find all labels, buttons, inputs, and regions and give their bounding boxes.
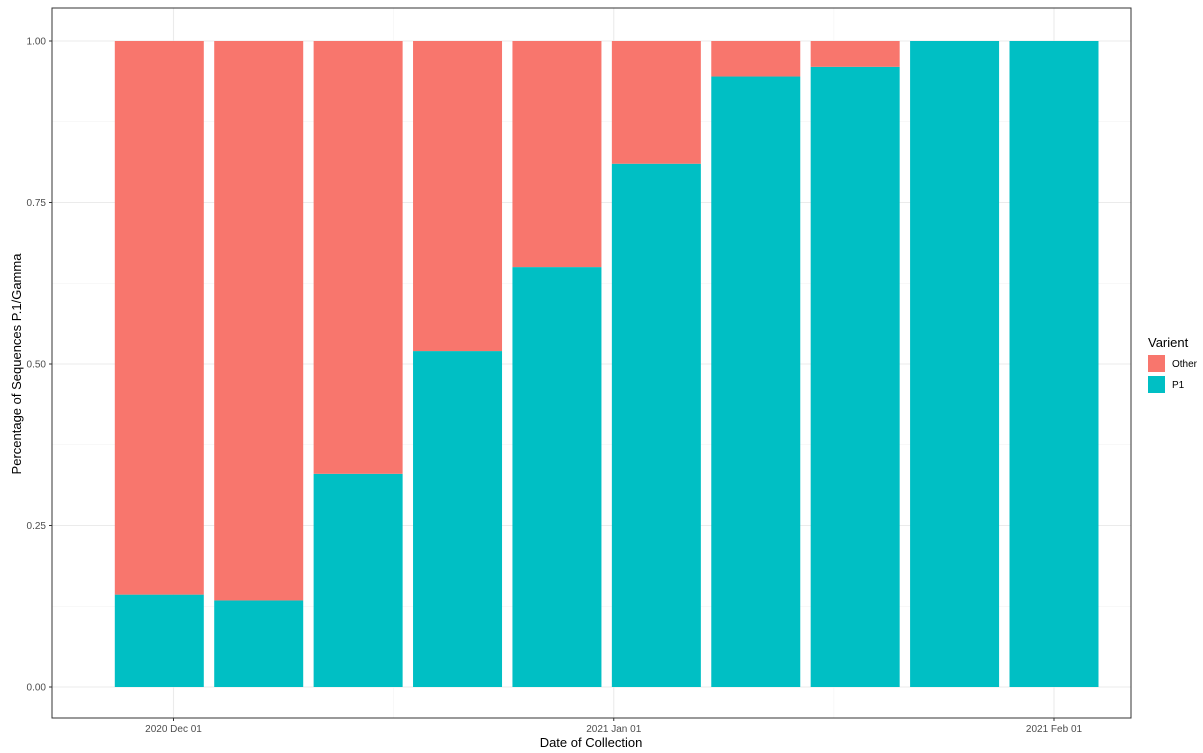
y-tick-label: 0.75 [27,198,47,209]
legend-key-p1 [1148,376,1165,393]
y-tick-label: 0.50 [27,360,47,371]
x-tick-label: 2021 Feb 01 [1026,724,1083,735]
bar-p1 [1009,41,1099,687]
bar-p1 [512,267,602,687]
bar-p1 [711,76,801,687]
y-tick-label: 1.00 [27,37,47,48]
plot-panel-border [51,7,1132,719]
bar-other [512,41,602,268]
x-axis: 2020 Dec 01 2021 Jan 01 2021 Feb 01 [145,718,1083,735]
bar-p1 [810,66,900,688]
legend-label-other: Other [1172,359,1198,370]
x-tick-label: 2021 Jan 01 [586,724,641,735]
bar-other [711,41,801,77]
y-tick-label: 0.25 [27,521,47,532]
bar-other [611,41,701,164]
bar-p1 [413,351,503,687]
legend-key-other [1148,355,1165,372]
bar-p1 [910,41,1000,687]
bar-other [313,41,403,474]
bars [114,41,1099,688]
legend-label-p1: P1 [1172,380,1185,391]
x-axis-title: Date of Collection [540,735,643,750]
legend-title: Varient [1148,335,1189,350]
x-tick-label: 2020 Dec 01 [145,724,202,735]
bar-p1 [313,473,403,687]
y-axis: 0.00 0.25 0.50 0.75 1.00 [27,37,52,694]
bar-p1 [114,594,204,687]
bar-other [413,41,503,352]
bar-other [114,41,204,595]
y-tick-label: 0.00 [27,683,47,694]
bar-other [810,41,900,67]
y-axis-title: Percentage of Sequences P.1/Gamma [9,253,24,475]
bar-other [214,41,304,601]
bar-p1 [611,163,701,688]
legend: Varient Other P1 [1148,335,1198,393]
bar-p1 [214,600,304,687]
